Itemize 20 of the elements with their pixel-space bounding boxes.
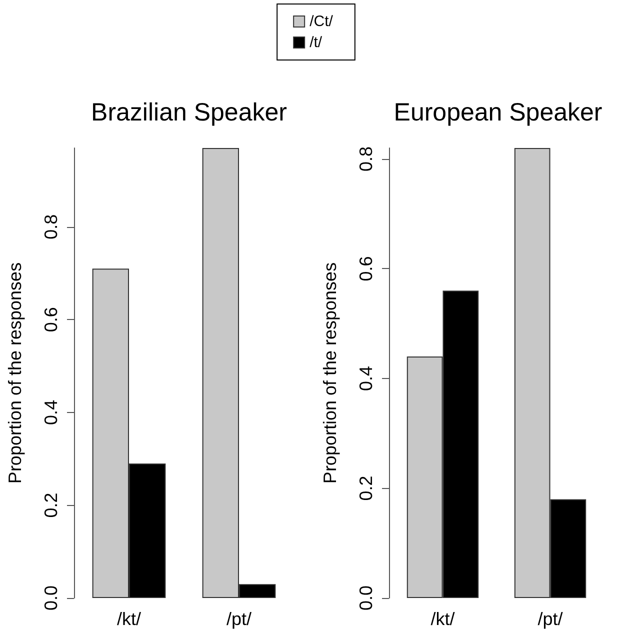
y-tick-label: 0.0	[356, 585, 376, 611]
y-tick-label: 0.4	[41, 400, 61, 425]
y-tick-label: 0.8	[41, 214, 61, 240]
x-tick-label: /kt/	[116, 609, 142, 629]
y-tick-label: 0.2	[356, 476, 376, 501]
chart-title: Brazilian Speaker	[91, 98, 287, 126]
y-tick-label: 0.4	[356, 366, 376, 392]
y-axis-title: Proportion of the responses	[5, 262, 25, 484]
x-tick-label: /kt/	[430, 609, 455, 629]
x-tick-label: /pt/	[538, 609, 563, 629]
x-tick-label: /pt/	[226, 609, 252, 629]
y-tick-label: 0.8	[356, 146, 376, 172]
y-tick-label: 0.6	[356, 256, 376, 282]
y-tick-label: 0.6	[41, 307, 61, 332]
legend-label: /t/	[310, 34, 323, 51]
legend-label: /Ct/	[310, 13, 334, 30]
chart-title: European Speaker	[394, 98, 602, 126]
y-tick-label: 0.2	[41, 492, 61, 518]
y-axis-title: Proportion of the responses	[320, 262, 340, 484]
y-tick-label: 0.0	[41, 585, 61, 611]
